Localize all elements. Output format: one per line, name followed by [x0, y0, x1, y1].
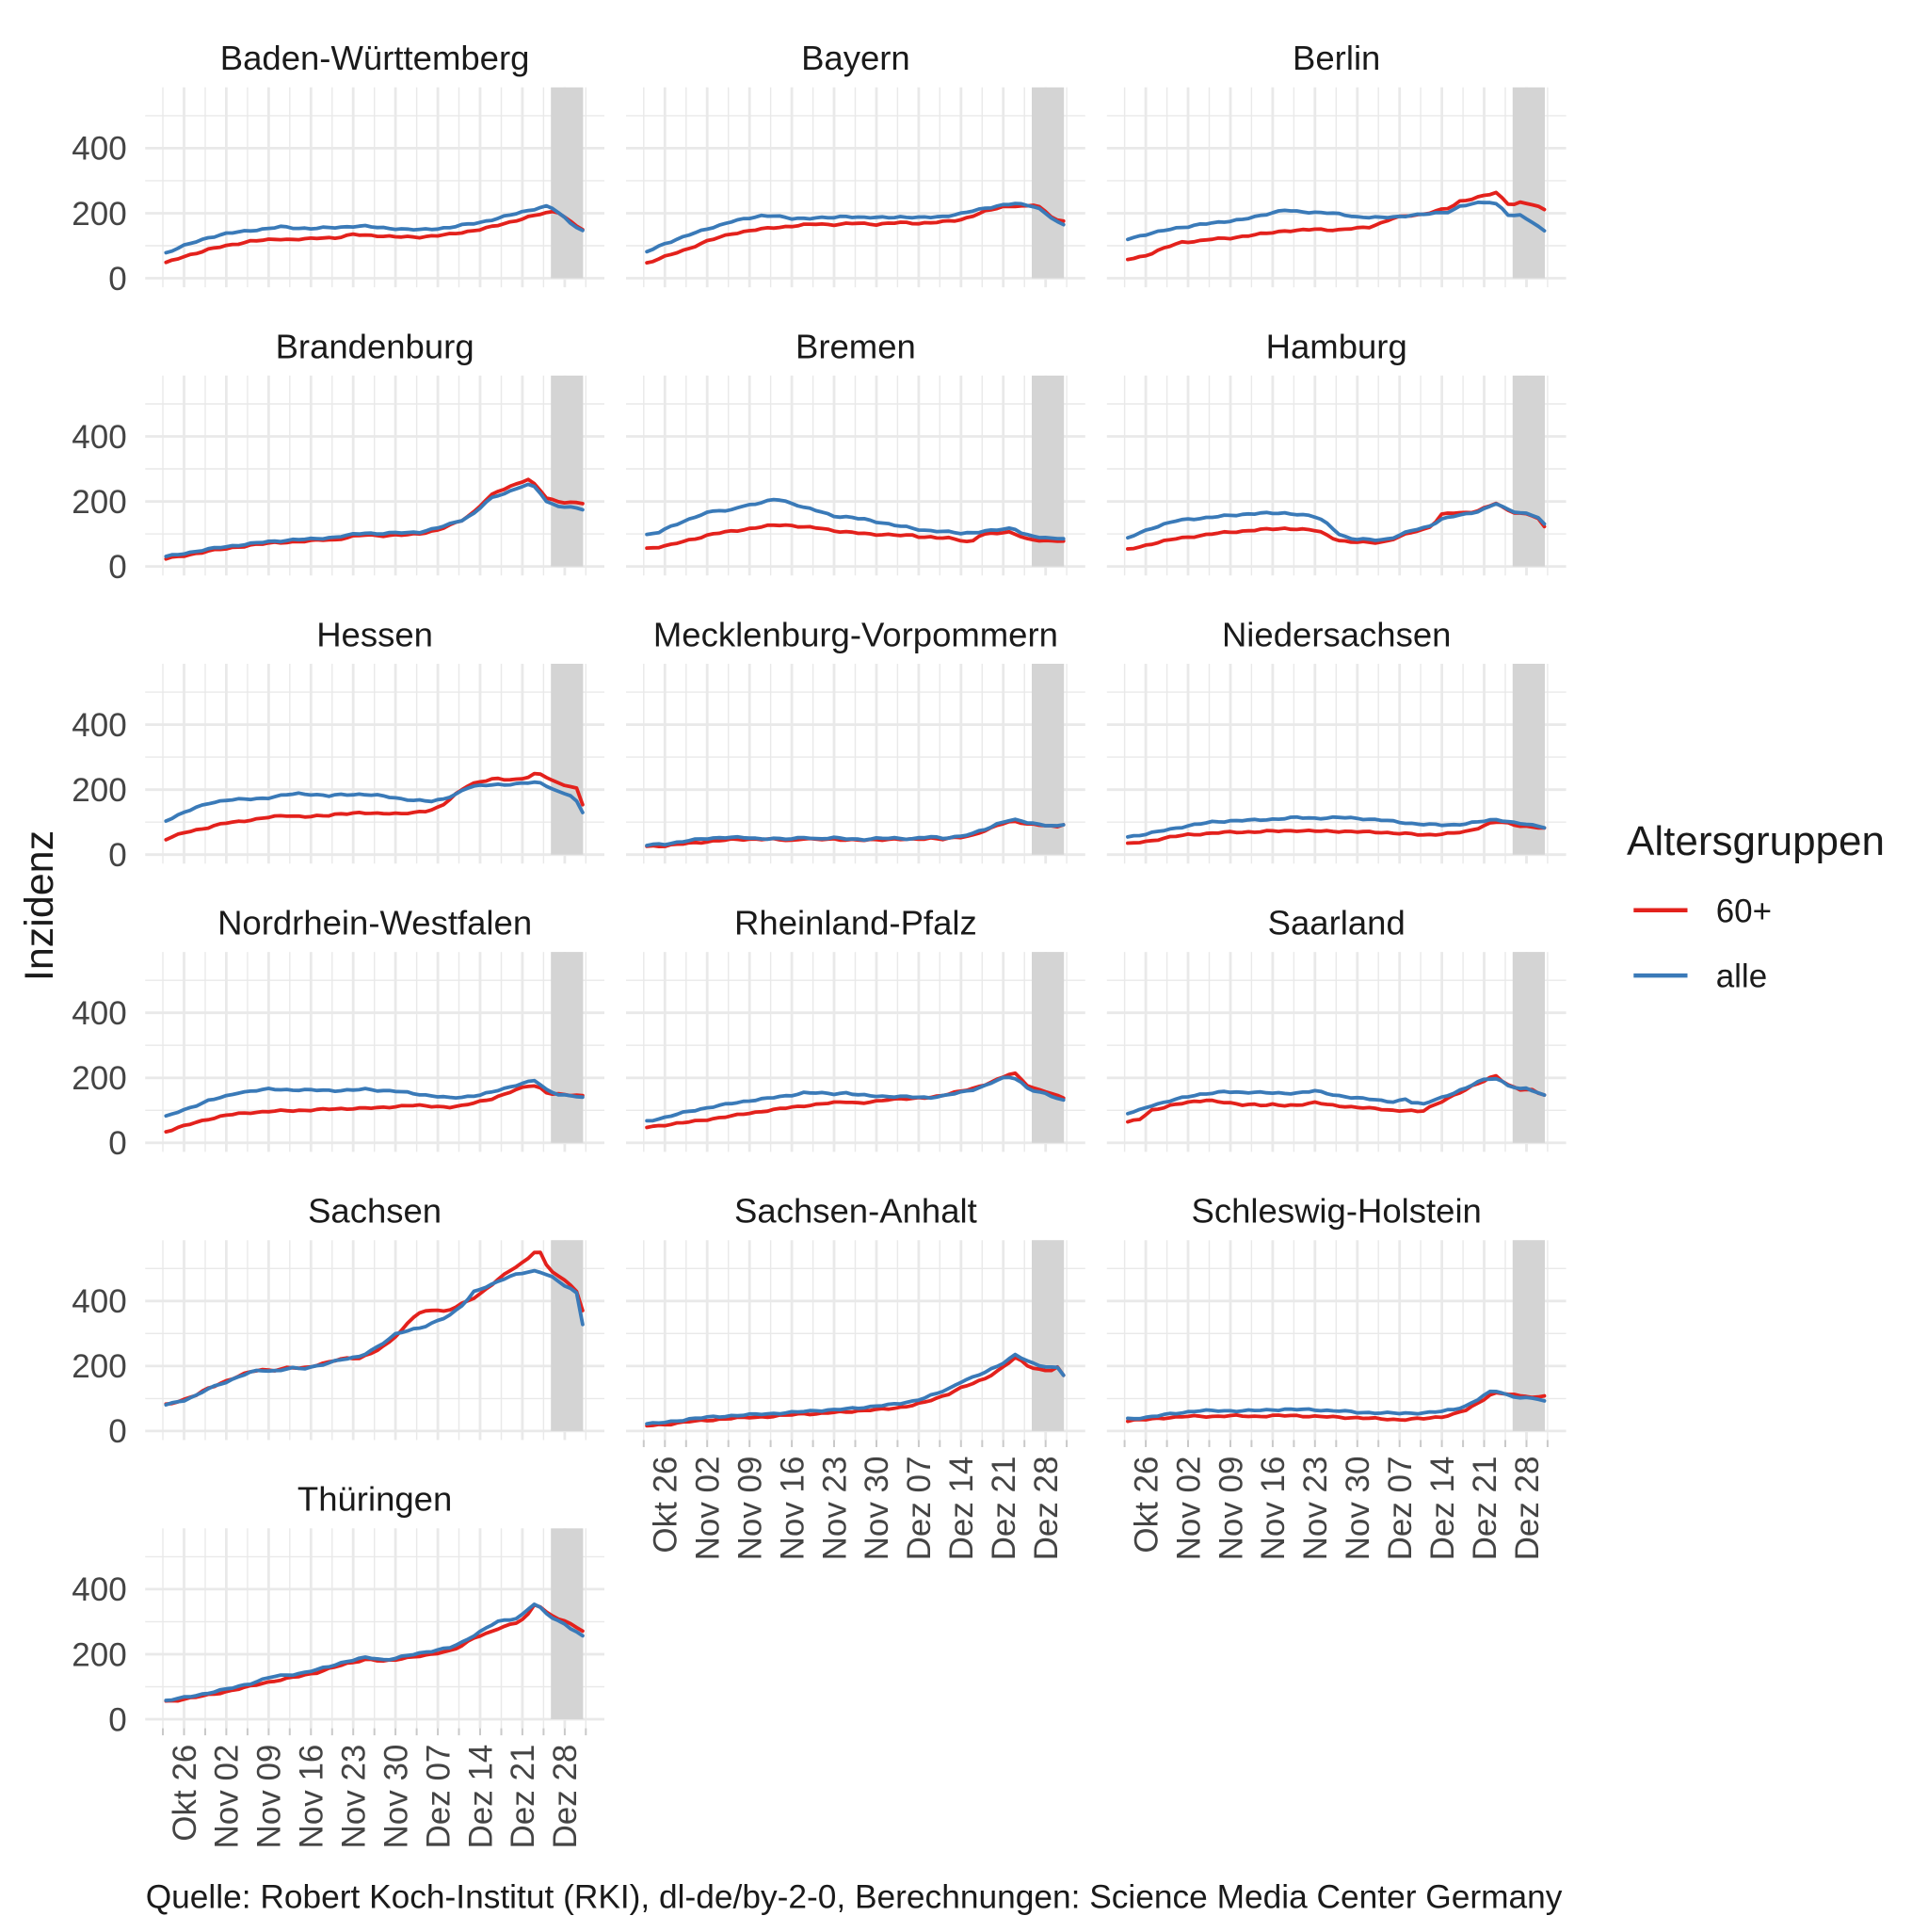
svg-text:0: 0 [108, 1125, 126, 1162]
svg-text:Sachsen-Anhalt: Sachsen-Anhalt [734, 1192, 977, 1231]
svg-text:200: 200 [72, 196, 126, 233]
svg-text:Sachsen: Sachsen [308, 1192, 442, 1231]
svg-text:400: 400 [72, 995, 126, 1032]
svg-text:Nov 30: Nov 30 [378, 1745, 414, 1849]
svg-text:Quelle: Robert Koch-Institut (: Quelle: Robert Koch-Institut (RKI), dl-d… [146, 1878, 1563, 1915]
svg-text:Thüringen: Thüringen [297, 1480, 452, 1519]
svg-text:alle: alle [1716, 958, 1767, 995]
svg-text:60+: 60+ [1716, 893, 1772, 929]
svg-text:Nordrhein-Westfalen: Nordrhein-Westfalen [217, 904, 532, 942]
svg-text:Saarland: Saarland [1268, 904, 1406, 942]
svg-text:Nov 16: Nov 16 [1255, 1457, 1292, 1561]
svg-text:Nov 23: Nov 23 [816, 1457, 853, 1561]
svg-text:Altersgruppen: Altersgruppen [1627, 818, 1885, 864]
svg-text:Dez 21: Dez 21 [505, 1745, 541, 1849]
svg-text:Nov 09: Nov 09 [251, 1745, 288, 1849]
svg-text:Okt 26: Okt 26 [167, 1745, 203, 1842]
svg-text:Nov 23: Nov 23 [1297, 1457, 1334, 1561]
svg-text:Nov 30: Nov 30 [1340, 1457, 1376, 1561]
svg-text:Dez 21: Dez 21 [1467, 1457, 1503, 1561]
svg-text:Dez 28: Dez 28 [1028, 1457, 1065, 1561]
svg-text:Dez 28: Dez 28 [547, 1745, 584, 1849]
svg-text:Dez 14: Dez 14 [1424, 1457, 1461, 1561]
svg-text:Nov 09: Nov 09 [732, 1457, 769, 1561]
svg-text:0: 0 [108, 549, 126, 586]
svg-text:Niedersachsen: Niedersachsen [1222, 615, 1451, 653]
svg-text:0: 0 [108, 1701, 126, 1738]
svg-text:Schleswig-Holstein: Schleswig-Holstein [1192, 1192, 1482, 1231]
svg-text:Nov 16: Nov 16 [774, 1457, 811, 1561]
svg-text:0: 0 [108, 1413, 126, 1450]
svg-text:Nov 02: Nov 02 [209, 1745, 246, 1849]
svg-text:Okt 26: Okt 26 [1128, 1457, 1165, 1554]
svg-text:Dez 07: Dez 07 [420, 1745, 457, 1849]
svg-text:Hamburg: Hamburg [1266, 327, 1407, 365]
svg-text:400: 400 [72, 1283, 126, 1320]
svg-text:Hessen: Hessen [316, 615, 433, 653]
svg-text:400: 400 [72, 707, 126, 744]
svg-text:Baden-Württemberg: Baden-Württemberg [220, 39, 530, 77]
svg-text:200: 200 [72, 484, 126, 521]
svg-text:Nov 02: Nov 02 [1170, 1457, 1207, 1561]
svg-text:Rheinland-Pfalz: Rheinland-Pfalz [734, 904, 977, 942]
svg-text:Nov 23: Nov 23 [336, 1745, 373, 1849]
svg-text:400: 400 [72, 131, 126, 168]
svg-text:Inzidenz: Inzidenz [17, 830, 62, 981]
svg-text:Nov 02: Nov 02 [690, 1457, 727, 1561]
svg-text:200: 200 [72, 1060, 126, 1097]
svg-text:Brandenburg: Brandenburg [276, 327, 474, 365]
svg-text:Bayern: Bayern [801, 39, 910, 77]
svg-text:0: 0 [108, 261, 126, 298]
svg-text:200: 200 [72, 1348, 126, 1385]
svg-text:400: 400 [72, 1571, 126, 1608]
svg-text:Nov 30: Nov 30 [859, 1457, 895, 1561]
svg-text:400: 400 [72, 419, 126, 456]
svg-text:200: 200 [72, 772, 126, 809]
svg-text:Okt 26: Okt 26 [648, 1457, 684, 1554]
svg-text:200: 200 [72, 1636, 126, 1673]
svg-text:Bremen: Bremen [795, 327, 916, 365]
svg-text:Nov 09: Nov 09 [1213, 1457, 1249, 1561]
svg-text:Dez 07: Dez 07 [901, 1457, 938, 1561]
svg-text:Dez 21: Dez 21 [986, 1457, 1022, 1561]
svg-text:Nov 16: Nov 16 [294, 1745, 330, 1849]
svg-text:Dez 14: Dez 14 [943, 1457, 980, 1561]
svg-text:0: 0 [108, 837, 126, 874]
svg-text:Mecklenburg-Vorpommern: Mecklenburg-Vorpommern [653, 615, 1058, 653]
svg-text:Dez 14: Dez 14 [462, 1745, 499, 1849]
svg-text:Dez 28: Dez 28 [1509, 1457, 1546, 1561]
svg-text:Dez 07: Dez 07 [1382, 1457, 1419, 1561]
svg-text:Berlin: Berlin [1293, 39, 1380, 77]
